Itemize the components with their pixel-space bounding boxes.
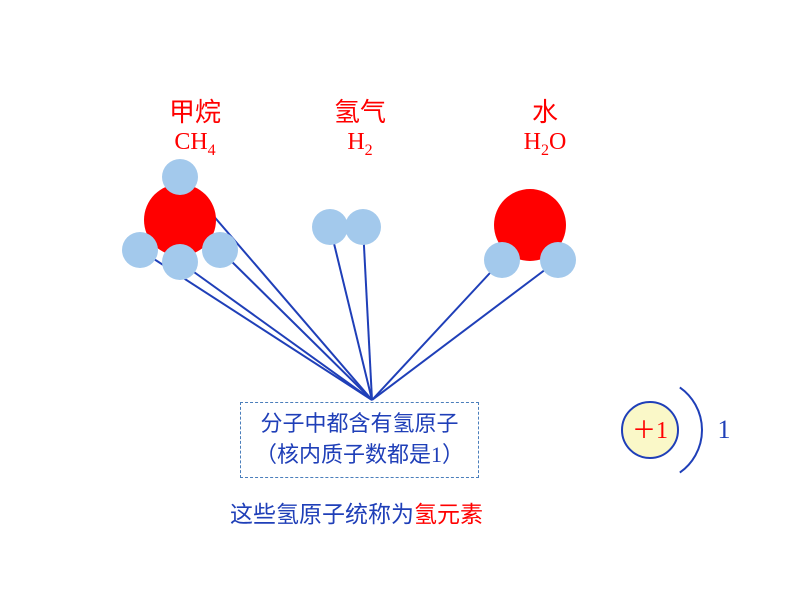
- info-line-2: （核内质子数都是1）: [255, 440, 464, 471]
- hydrogen-atom-model: ＋1 1: [600, 380, 760, 495]
- info-box: 分子中都含有氢原子 （核内质子数都是1）: [240, 402, 479, 478]
- svg-text:＋1: ＋1: [632, 418, 668, 444]
- svg-text:1: 1: [718, 415, 731, 444]
- atom-svg: ＋1 1: [600, 380, 760, 490]
- info-line-1: 分子中都含有氢原子: [255, 409, 464, 440]
- conclusion-text: 这些氢原子统称为氢元素: [230, 495, 483, 529]
